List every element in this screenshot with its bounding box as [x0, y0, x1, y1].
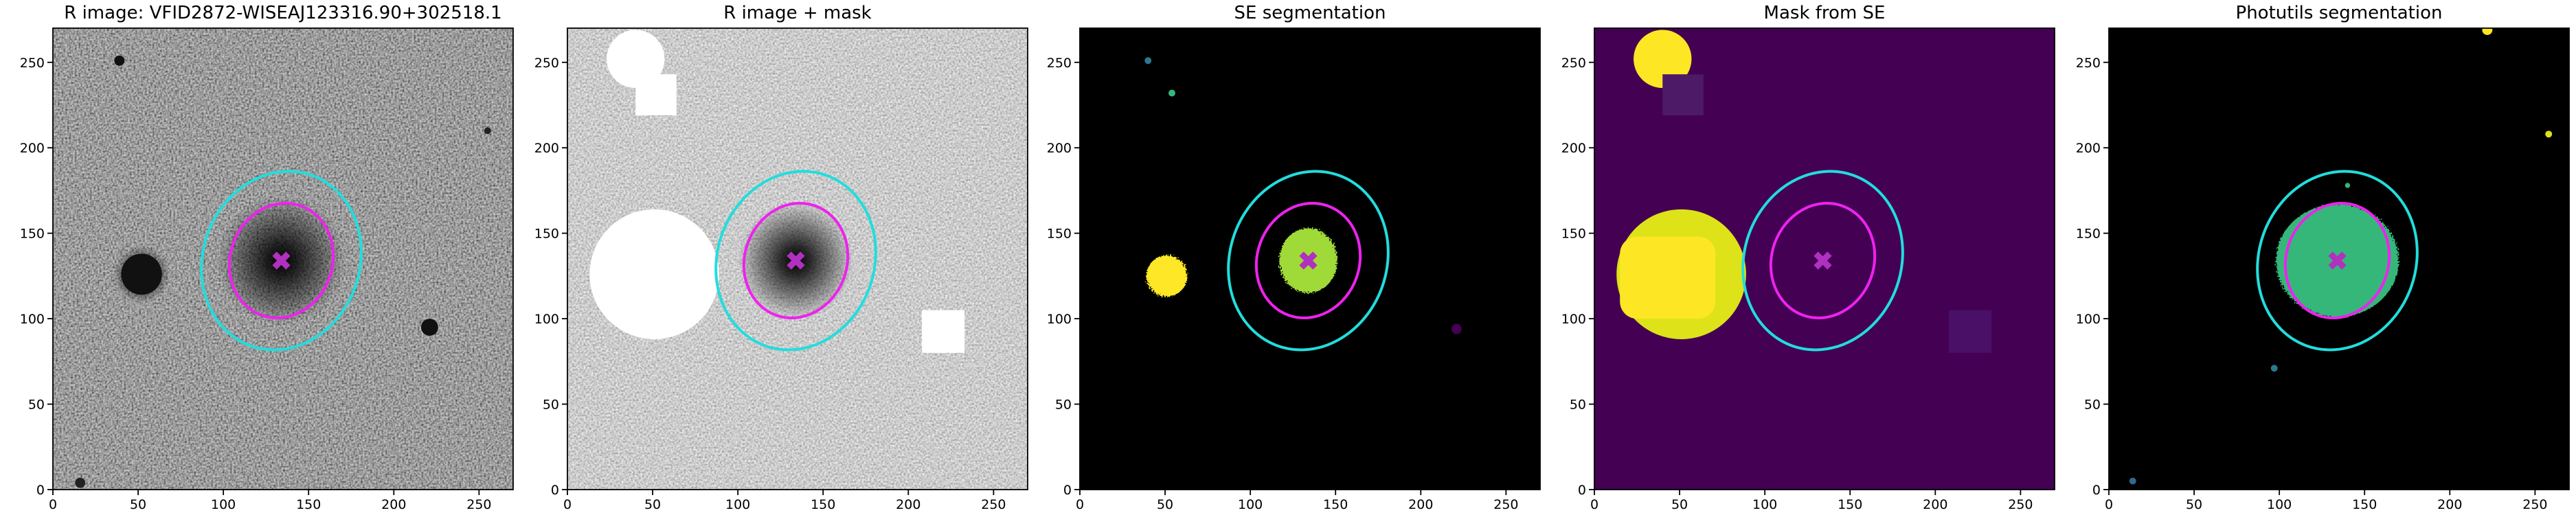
x-tick-label: 50 — [1671, 497, 1688, 512]
x-tick-label: 100 — [211, 497, 236, 512]
x-tick-label: 200 — [381, 497, 406, 512]
x-tick-label: 250 — [1493, 497, 1518, 512]
image-se-seg — [1080, 28, 1540, 490]
y-tick-label: 100 — [2076, 312, 2101, 327]
y-tick-label: 0 — [551, 483, 559, 498]
y-tick-label: 50 — [2084, 398, 2101, 413]
image-photutils-seg — [2109, 28, 2569, 490]
y-tick-label: 150 — [1047, 227, 1072, 242]
y-tick-label: 250 — [20, 56, 45, 71]
y-tick-label: 250 — [1561, 56, 1586, 71]
axes-frame — [52, 27, 514, 490]
y-tick-label: 100 — [534, 312, 559, 327]
x-tick-label: 150 — [811, 497, 835, 512]
x-tick-label: 150 — [2352, 497, 2377, 512]
y-tick-label: 150 — [2076, 227, 2101, 242]
panel-title: R image: VFID2872-WISEAJ123316.90+302518… — [64, 3, 501, 23]
y-tick-label: 100 — [1047, 312, 1072, 327]
axes-frame — [1079, 27, 1541, 490]
x-tick-label: 50 — [1157, 497, 1173, 512]
y-tick-label: 100 — [1561, 312, 1586, 327]
x-tick-label: 0 — [1076, 497, 1084, 512]
x-tick-label: 100 — [2267, 497, 2292, 512]
panel-title: Photutils segmentation — [2236, 3, 2443, 23]
y-tick-label: 50 — [1570, 398, 1586, 413]
y-tick-label: 150 — [1561, 227, 1586, 242]
panel-title: R image + mask — [723, 3, 872, 23]
x-tick-label: 50 — [2186, 497, 2202, 512]
x-tick-label: 200 — [1923, 497, 1947, 512]
image-mask-se — [1594, 28, 2055, 490]
x-tick-label: 100 — [1752, 497, 1777, 512]
y-tick-label: 200 — [1561, 141, 1586, 156]
x-tick-label: 100 — [1238, 497, 1263, 512]
y-tick-label: 200 — [20, 141, 45, 156]
x-tick-label: 0 — [563, 497, 572, 512]
y-tick-label: 100 — [20, 312, 45, 327]
x-tick-label: 150 — [1323, 497, 1348, 512]
x-tick-label: 150 — [1838, 497, 1862, 512]
y-tick-label: 50 — [28, 398, 45, 413]
y-tick-label: 250 — [1047, 56, 1072, 71]
x-tick-label: 50 — [644, 497, 661, 512]
panel-title: Mask from SE — [1764, 3, 1886, 23]
y-tick-label: 0 — [2092, 483, 2101, 498]
axes-frame — [2108, 27, 2570, 490]
y-tick-label: 200 — [534, 141, 559, 156]
panel-title: SE segmentation — [1234, 3, 1386, 23]
axes-frame — [1594, 27, 2055, 490]
x-tick-label: 200 — [2437, 497, 2462, 512]
y-tick-label: 0 — [1578, 483, 1586, 498]
x-tick-label: 50 — [130, 497, 146, 512]
x-tick-label: 150 — [296, 497, 321, 512]
x-tick-label: 250 — [981, 497, 1006, 512]
x-tick-label: 250 — [466, 497, 491, 512]
image-r — [53, 28, 513, 490]
y-tick-label: 200 — [2076, 141, 2101, 156]
x-tick-label: 200 — [896, 497, 920, 512]
x-tick-label: 0 — [2105, 497, 2113, 512]
x-tick-label: 100 — [725, 497, 750, 512]
y-tick-label: 250 — [534, 56, 559, 71]
y-tick-label: 0 — [1063, 483, 1072, 498]
y-tick-label: 150 — [20, 227, 45, 242]
x-tick-label: 200 — [1408, 497, 1433, 512]
image-masked — [567, 28, 1028, 490]
x-tick-label: 0 — [1590, 497, 1598, 512]
y-tick-label: 250 — [2076, 56, 2101, 71]
axes-frame — [567, 27, 1028, 490]
y-tick-label: 150 — [534, 227, 559, 242]
x-tick-label: 250 — [2522, 497, 2547, 512]
y-tick-label: 50 — [1055, 398, 1072, 413]
y-tick-label: 200 — [1047, 141, 1072, 156]
y-tick-label: 50 — [543, 398, 559, 413]
x-tick-label: 250 — [2008, 497, 2033, 512]
y-tick-label: 0 — [36, 483, 45, 498]
x-tick-label: 0 — [49, 497, 57, 512]
